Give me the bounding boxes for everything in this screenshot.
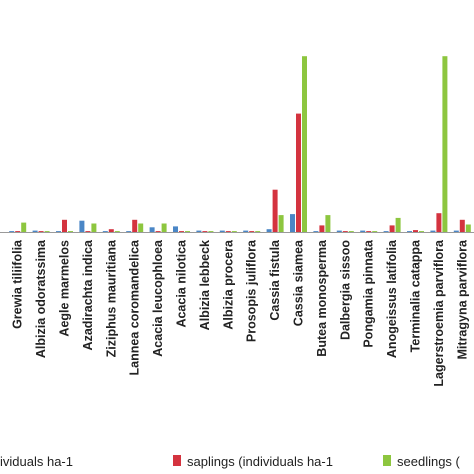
bar-saplings-10 [249,231,255,232]
bar-trees-16 [383,231,389,232]
bar-trees-14 [336,230,342,232]
bar-saplings-5 [132,219,138,232]
bar-saplings-9 [225,231,231,232]
bar-trees-10 [243,230,249,232]
bar-trees-11 [266,229,272,232]
x-tick-label-14: Dalbergia sissoo [338,240,352,340]
x-tick-label-12: Cassia siamea [292,239,306,326]
bar-saplings-7 [179,231,184,232]
bar-saplings-18 [436,213,442,232]
bar-saplings-8 [202,231,208,232]
bar-seedlings-0 [21,222,27,232]
bar-seedlings-11 [278,215,284,232]
x-tick-label-8: Albizia lebbeck [198,240,212,330]
bar-trees-7 [173,226,178,232]
x-tick-label-16: Anogeissus latifolia [385,239,399,358]
x-tick-label-18: Lagerstroemia parviflora [432,239,446,387]
legend: ividuals ha-1 saplings (individuals ha-1… [0,454,461,469]
bar-seedlings-2 [68,231,73,232]
x-tick-label-11: Cassia fistula [268,239,282,321]
legend-label-trees: ividuals ha-1 [0,454,73,469]
bar-saplings-4 [108,229,114,232]
bar-trees-5 [126,231,132,232]
bar-trees-18 [430,230,436,232]
bar-seedlings-8 [208,231,214,232]
bar-saplings-15 [366,231,372,232]
x-tick-label-1: Albizia odoratssima [34,239,48,358]
x-tick-label-9: Albizia procera [221,239,235,330]
x-tick-label-6: Acacia leucophloea [151,239,165,357]
bar-trees-2 [56,231,61,232]
legend-swatch-saplings [173,455,181,466]
bar-saplings-0 [15,231,21,232]
bar-saplings-19 [459,219,465,232]
bar-seedlings-9 [231,231,237,232]
bar-seedlings-15 [372,231,378,232]
bar-trees-9 [219,230,225,232]
x-tick-label-4: Ziziphus mauritiana [104,239,118,357]
x-tick-label-15: Pongamia pinnata [362,239,376,348]
bar-saplings-17 [413,230,418,232]
bar-seedlings-5 [138,223,144,232]
bar-trees-3 [79,220,85,232]
x-tick-labels: Grewia tiliifolia Albizia odoratssima Aegl… [11,239,470,387]
bar-trees-12 [290,214,295,232]
bar-seedlings-13 [325,215,331,232]
x-tick-label-7: Acacia nilotica [175,239,189,328]
x-tick-label-19: Mitragyna parviflora [455,239,469,360]
bar-saplings-3 [85,231,91,232]
x-tick-label-10: Prosopis juliflora [245,239,259,342]
bar-saplings-12 [296,113,301,232]
bar-seedlings-18 [442,56,448,233]
x-tick-label-2: Aegle marmelos [58,240,72,337]
x-tick-label-5: Lannea coromandelica [128,239,142,376]
bar-seedlings-16 [395,217,401,232]
legend-swatch-seedlings [383,455,391,466]
bars-layer [9,56,471,233]
x-tick-label-17: Terminalia catappa [409,239,423,352]
bar-saplings-14 [342,231,348,232]
bar-saplings-11 [272,189,278,232]
bar-trees-4 [102,231,108,232]
bar-seedlings-12 [302,56,307,233]
legend-label-saplings: saplings (individuals ha-1 [187,454,333,469]
bar-seedlings-4 [114,231,120,232]
bar-saplings-2 [62,219,67,232]
bar-trees-1 [32,230,38,232]
bar-saplings-13 [319,225,325,232]
bar-trees-17 [407,231,412,232]
bar-saplings-16 [389,225,395,232]
bar-trees-19 [453,230,459,232]
bar-trees-8 [196,230,202,232]
bar-seedlings-17 [419,231,424,232]
bar-trees-13 [313,231,319,232]
bar-saplings-6 [155,231,161,232]
x-tick-label-0: Grewia tiliifolia [11,239,25,329]
bar-saplings-1 [38,231,44,232]
legend-label-seedlings: seedlings ( [397,454,461,469]
bar-seedlings-3 [91,223,97,232]
bar-trees-6 [149,227,155,232]
x-tick-label-13: Butea monosperma [315,239,329,357]
bar-seedlings-7 [185,231,190,232]
bar-seedlings-14 [348,231,354,232]
bar-seedlings-10 [255,231,261,232]
bar-seedlings-1 [44,231,50,232]
bar-trees-15 [360,230,366,232]
x-tick-label-3: Azadirachta indica [81,239,95,350]
bar-seedlings-6 [161,223,167,232]
bar-seedlings-19 [465,224,471,232]
bar-trees-0 [9,231,15,232]
